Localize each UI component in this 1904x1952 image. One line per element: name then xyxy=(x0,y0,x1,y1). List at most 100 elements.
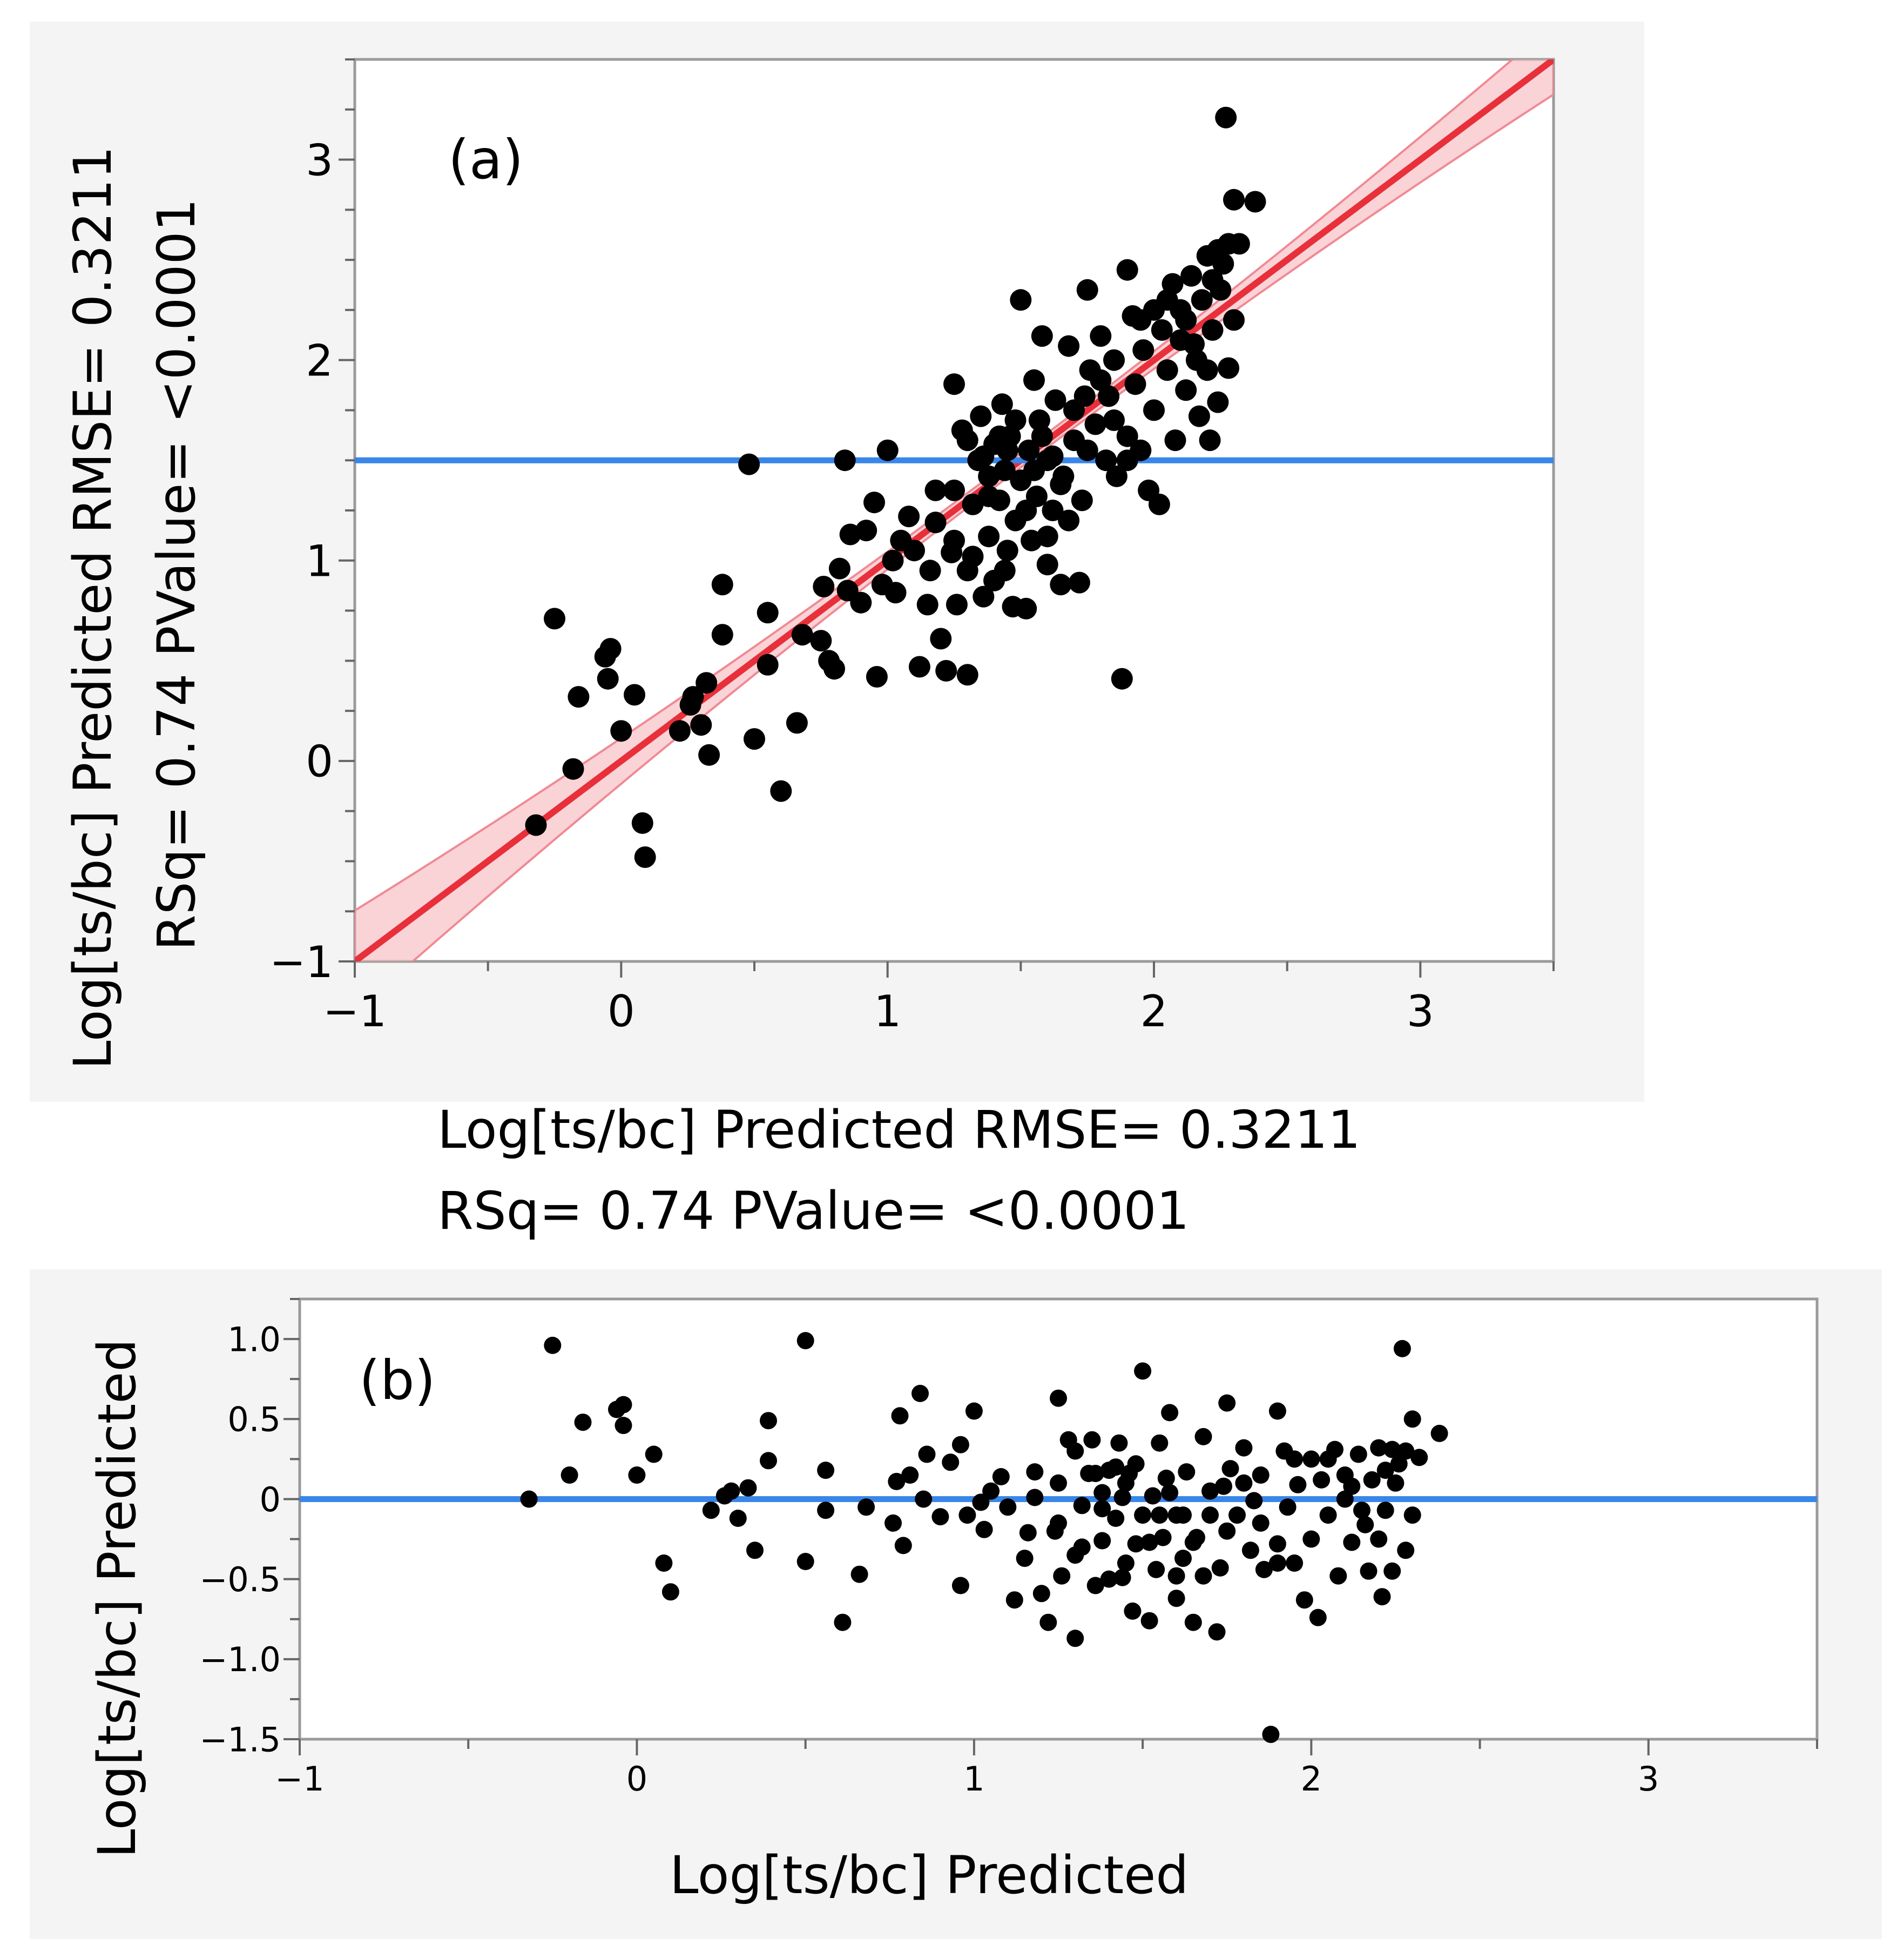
data-point xyxy=(1050,1514,1067,1532)
data-point xyxy=(1309,1608,1327,1626)
data-point xyxy=(1107,1458,1125,1476)
data-point xyxy=(1148,493,1170,515)
data-point xyxy=(1175,309,1197,331)
data-point xyxy=(1167,1567,1185,1585)
data-point xyxy=(1156,359,1178,381)
data-point xyxy=(1050,1474,1067,1492)
data-point xyxy=(1016,1550,1034,1567)
data-point xyxy=(1390,1455,1408,1473)
panel-a-fit-line-group xyxy=(355,59,1554,961)
data-point xyxy=(738,453,760,475)
panel-a-label: (a) xyxy=(448,128,523,191)
data-point xyxy=(1199,429,1221,452)
x-tick-label: 2 xyxy=(1140,986,1168,1036)
data-point xyxy=(1215,1477,1232,1495)
panel-a-x-title-line2: RSq= 0.74 PValue= <0.0001 xyxy=(437,1181,1190,1241)
data-point xyxy=(1302,1450,1320,1468)
data-point xyxy=(655,1554,673,1572)
data-point xyxy=(702,1502,720,1519)
data-point xyxy=(1343,1533,1361,1551)
y-tick-label: −0.5 xyxy=(199,1560,281,1599)
data-point xyxy=(1161,1404,1179,1422)
y-tick-label: 2 xyxy=(306,335,333,386)
data-point xyxy=(597,668,619,690)
data-point xyxy=(1086,1465,1104,1482)
data-point xyxy=(951,1436,969,1453)
data-point xyxy=(1026,1489,1044,1506)
y-tick-label: −1.5 xyxy=(199,1720,281,1759)
data-point xyxy=(1286,1554,1304,1572)
data-point xyxy=(1252,1466,1270,1484)
data-point xyxy=(1066,1442,1084,1460)
data-point xyxy=(796,1553,814,1570)
data-point xyxy=(1086,1577,1104,1594)
data-point xyxy=(1194,1428,1212,1445)
data-point xyxy=(918,1445,936,1463)
data-point xyxy=(1397,1442,1415,1460)
data-point xyxy=(1211,1559,1229,1577)
y-tick-label: 1 xyxy=(306,536,333,587)
data-point xyxy=(972,1493,990,1511)
data-point xyxy=(760,1412,777,1430)
data-point xyxy=(1313,1471,1331,1489)
data-point xyxy=(1083,1431,1101,1449)
data-point xyxy=(956,664,978,686)
data-point xyxy=(1084,413,1106,435)
data-point xyxy=(982,1482,1000,1500)
data-point xyxy=(885,582,907,604)
x-tick-label: 0 xyxy=(607,986,635,1036)
y-tick-label: −1 xyxy=(269,937,333,987)
data-point xyxy=(1093,1484,1111,1502)
data-point xyxy=(1180,265,1203,287)
x-tick-label: −1 xyxy=(323,986,387,1036)
data-point xyxy=(992,1468,1010,1485)
data-point xyxy=(1076,279,1098,301)
data-point xyxy=(1255,1560,1273,1578)
data-point xyxy=(1111,668,1133,690)
data-point xyxy=(828,557,850,580)
data-point xyxy=(991,393,1013,415)
data-point xyxy=(1073,1538,1091,1556)
y-tick-label: 1.0 xyxy=(227,1320,281,1359)
data-point xyxy=(1201,1506,1219,1524)
panel-b-y-title: Log[ts/bc] Predicted xyxy=(87,1339,147,1858)
data-point xyxy=(1383,1441,1401,1458)
data-point xyxy=(891,1407,909,1425)
data-point xyxy=(876,439,899,461)
data-point xyxy=(1018,439,1040,461)
data-point xyxy=(615,1417,632,1435)
data-point xyxy=(631,812,653,834)
data-point xyxy=(1090,325,1112,347)
data-point xyxy=(973,445,995,467)
y-tick-label: 0.5 xyxy=(227,1400,281,1439)
data-point xyxy=(1184,1533,1202,1551)
data-point xyxy=(1201,319,1224,341)
data-point xyxy=(525,814,547,836)
data-point xyxy=(834,449,856,472)
data-point xyxy=(813,576,835,597)
data-point xyxy=(1032,1585,1050,1603)
data-point xyxy=(915,1490,933,1508)
data-point xyxy=(1207,391,1229,413)
data-point xyxy=(786,712,808,734)
data-point xyxy=(866,666,888,688)
data-point xyxy=(1103,409,1125,431)
data-point xyxy=(1015,500,1037,521)
x-tick-label: 3 xyxy=(1638,1759,1659,1799)
data-point xyxy=(568,686,590,708)
data-point xyxy=(1156,289,1178,311)
data-point xyxy=(1151,1506,1169,1524)
panel-a-points xyxy=(525,106,1266,868)
data-point xyxy=(978,526,1000,548)
data-point xyxy=(958,1506,976,1524)
data-point xyxy=(1286,1450,1304,1468)
data-point xyxy=(1244,191,1266,213)
data-point xyxy=(1191,289,1213,311)
data-point xyxy=(1319,1450,1337,1468)
data-point xyxy=(962,493,984,515)
data-point xyxy=(1023,369,1045,391)
data-point xyxy=(1154,1529,1172,1546)
data-point xyxy=(930,628,952,650)
y-tick-label: 0 xyxy=(260,1480,281,1519)
data-point xyxy=(1161,1484,1179,1502)
